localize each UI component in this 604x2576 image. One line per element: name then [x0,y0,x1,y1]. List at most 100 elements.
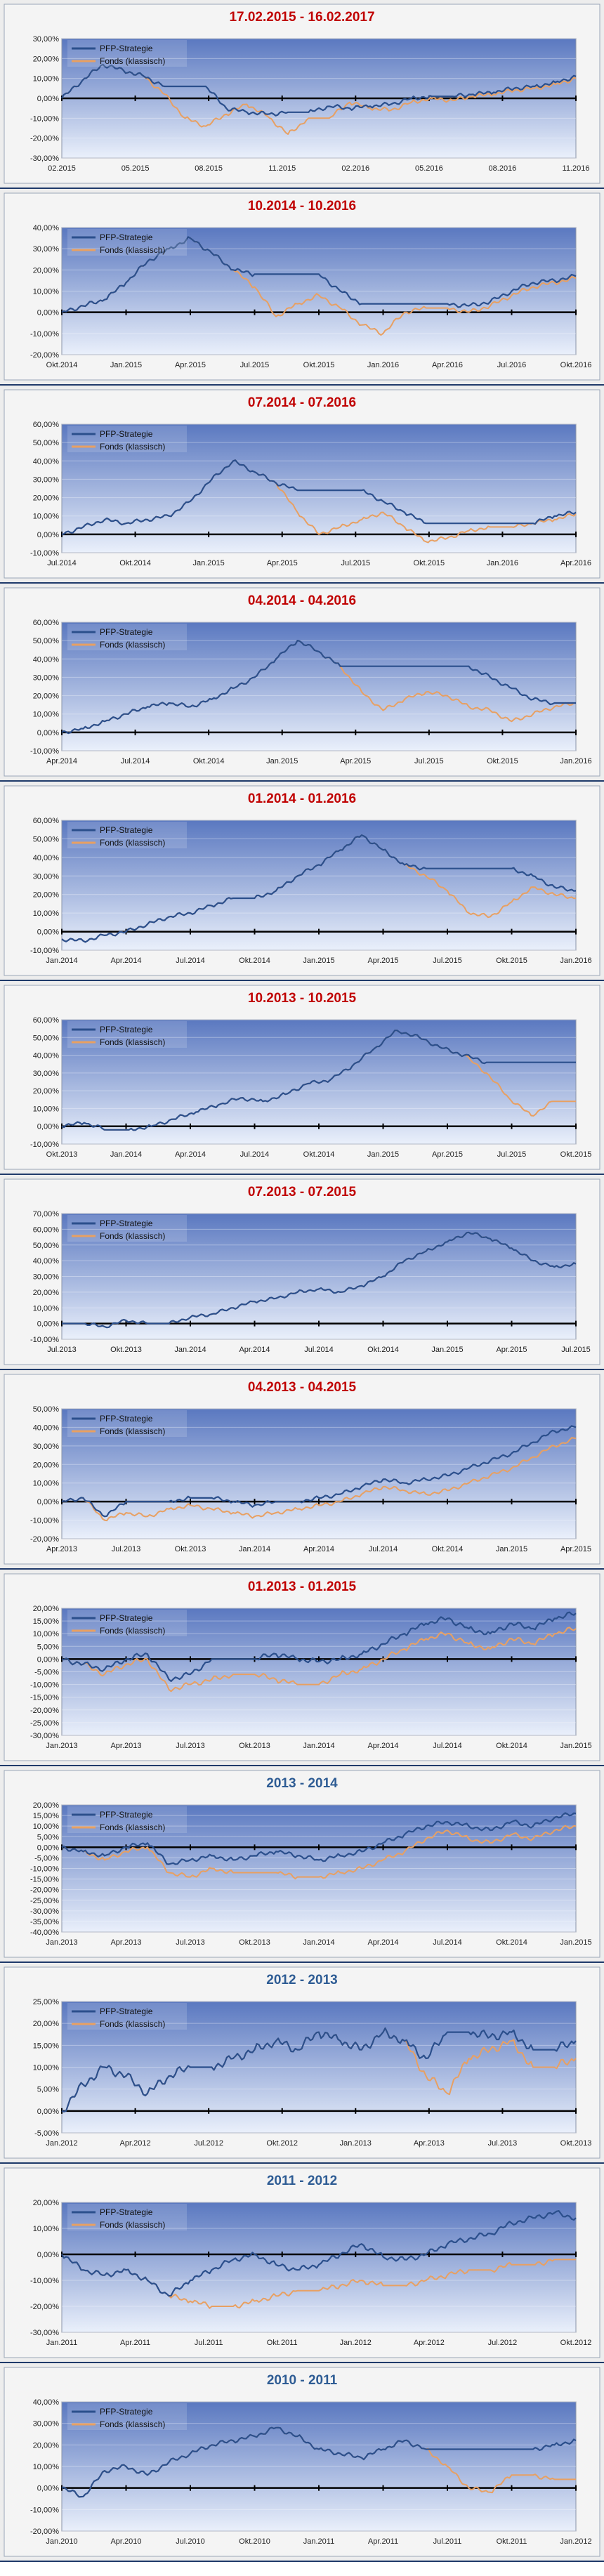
plot-area [61,820,577,951]
chart-title: 2010 - 2011 [267,2373,338,2388]
y-tick-label: 20,00% [33,2441,60,2450]
x-tick-label: Jul.2014 [240,1150,270,1159]
legend: PFP-Strategie Fonds (klassisch) [67,1021,187,1048]
legend-box [67,1215,187,1242]
legend-label-strategy: PFP-Strategie [100,1414,153,1424]
chart-svg: 2010 - 2011 40,00% 30,00% 20,00% 10,00% 0,00%… [4,2367,600,2557]
x-tick-label: Jan.2014 [303,1742,334,1750]
legend: PFP-Strategie Fonds (klassisch) [67,822,187,848]
chart-panel: 04.2013 - 04.2015 50,00% 40,00% 30,00% 20,00… [0,1370,604,1570]
y-tick-label: 0,00% [37,928,59,937]
y-tick-label: -20,00% [30,2528,59,2536]
legend-label-fund: Fonds (klassisch) [100,2419,165,2429]
legend-label-strategy: PFP-Strategie [100,1025,153,1034]
x-tick-label: 02.2015 [48,164,76,173]
y-tick-label: 0,00% [37,531,59,539]
y-tick-label: 60,00% [33,421,60,429]
legend-label-fund: Fonds (klassisch) [100,1037,165,1047]
y-tick-label: 15,00% [33,1812,60,1820]
y-tick-label: 5,00% [37,1643,59,1651]
legend-label-fund: Fonds (klassisch) [100,640,165,650]
y-tick-label: -30,00% [30,155,59,163]
legend-label-strategy: PFP-Strategie [100,1810,153,1820]
plot-area [61,423,577,553]
chart-panel: 10.2014 - 10.2016 40,00% 30,00% 20,00% 10,00… [0,189,604,386]
y-tick-label: 10,00% [33,2463,60,2471]
x-tick-label: Jul.2015 [414,757,444,765]
legend-label-fund: Fonds (klassisch) [100,1626,165,1636]
y-tick-label: 10,00% [33,288,60,296]
y-tick-label: 5,00% [37,1833,59,1841]
x-tick-label: Okt.2013 [560,2139,592,2148]
y-tick-label: 0,00% [37,309,59,317]
y-tick-label: -5,00% [34,1669,59,1677]
legend-label-fund: Fonds (klassisch) [100,838,165,848]
chart-svg: 10.2014 - 10.2016 40,00% 30,00% 20,00% 10,00… [4,192,600,381]
y-tick-label: 10,00% [33,2064,60,2072]
y-tick-label: 50,00% [33,439,60,447]
y-tick-label: 60,00% [33,1016,60,1025]
x-tick-label: Okt.2012 [560,2339,592,2347]
x-tick-label: Jul.2013 [176,1938,205,1947]
x-tick-label: Jan.2015 [560,1938,591,1947]
chart-title: 07.2013 - 07.2015 [248,1185,357,1200]
x-tick-label: Okt.2013 [239,1742,270,1750]
series-line-strategy [61,236,577,313]
plot-area [61,1213,577,1340]
y-tick-label: -10,00% [30,330,59,339]
x-tick-label: Okt.2014 [432,1545,464,1553]
y-tick-label: 40,00% [33,224,60,232]
chart-panel: 17.02.2015 - 16.02.2017 30,00% 20,00% 10,00… [0,0,604,189]
x-tick-label: 05.2016 [415,164,443,173]
legend-label-strategy: PFP-Strategie [100,825,153,835]
series-line-strategy [61,640,576,735]
series-line-strategy [61,1030,576,1131]
y-tick-label: 20,00% [33,494,60,503]
y-tick-label: 10,00% [33,1105,60,1113]
legend-box [67,624,187,650]
y-tick-label: 10,00% [33,2225,60,2233]
x-tick-label: Jul.2013 [47,1346,77,1354]
x-tick-label: Apr.2015 [560,1545,591,1553]
x-tick-label: Okt.2011 [497,2537,527,2546]
y-tick-label: -10,00% [30,114,59,123]
y-tick-label: 40,00% [33,457,60,466]
y-tick-label: -20,00% [30,1535,59,1544]
legend-box [67,40,187,67]
legend-label-fund: Fonds (klassisch) [100,1426,165,1436]
chart-svg: 07.2014 - 07.2016 60,00% 50,00% 40,00% 30,00… [4,389,600,579]
x-tick-label: Jul.2015 [240,361,270,369]
y-tick-label: 20,00% [33,692,60,701]
legend-label-strategy: PFP-Strategie [100,2006,153,2016]
y-tick-label: 40,00% [33,854,60,862]
series-line-fund [61,1825,577,1880]
y-tick-label: 50,00% [33,835,60,843]
x-tick-label: Jul.2013 [488,2139,518,2148]
x-tick-label: Okt.2015 [560,1150,592,1159]
x-tick-label: Jan.2011 [303,2537,334,2546]
x-tick-label: Jul.2015 [561,1346,591,1354]
chart-panel: 2011 - 2012 20,00% 10,00% 0,00% -10,00% -20,0… [0,2164,604,2363]
x-tick-label: Apr.2014 [303,1545,334,1553]
y-tick-label: -10,00% [30,1141,59,1149]
plot-area [61,1804,577,1933]
chart-title: 04.2014 - 04.2016 [248,593,356,608]
chart-panel: 04.2014 - 04.2016 60,00% 50,00% 40,00% 30,00… [0,584,604,782]
legend-label-strategy: PFP-Strategie [100,2207,153,2217]
x-tick-label: Jan.2014 [174,1346,206,1354]
y-tick-label: 0,00% [37,2485,59,2493]
y-tick-label: 70,00% [33,1210,60,1218]
y-tick-label: -20,00% [30,1707,59,1715]
chart-title: 10.2014 - 10.2016 [248,199,356,213]
y-tick-label: 15,00% [33,1617,60,1626]
plot-area [61,622,577,751]
y-tick-label: -15,00% [30,1876,59,1884]
legend: PFP-Strategie Fonds (klassisch) [67,624,187,650]
y-tick-label: -15,00% [30,1694,59,1702]
chart-panel: 01.2013 - 01.2015 20,00% 15,00% 10,00% 5,00%… [0,1570,604,1766]
legend-label-strategy: PFP-Strategie [100,2407,153,2417]
x-tick-label: Okt.2012 [266,2139,298,2148]
y-tick-label: -10,00% [30,747,59,756]
x-tick-label: Okt.2015 [303,361,335,369]
y-tick-label: 10,00% [33,1480,60,1488]
